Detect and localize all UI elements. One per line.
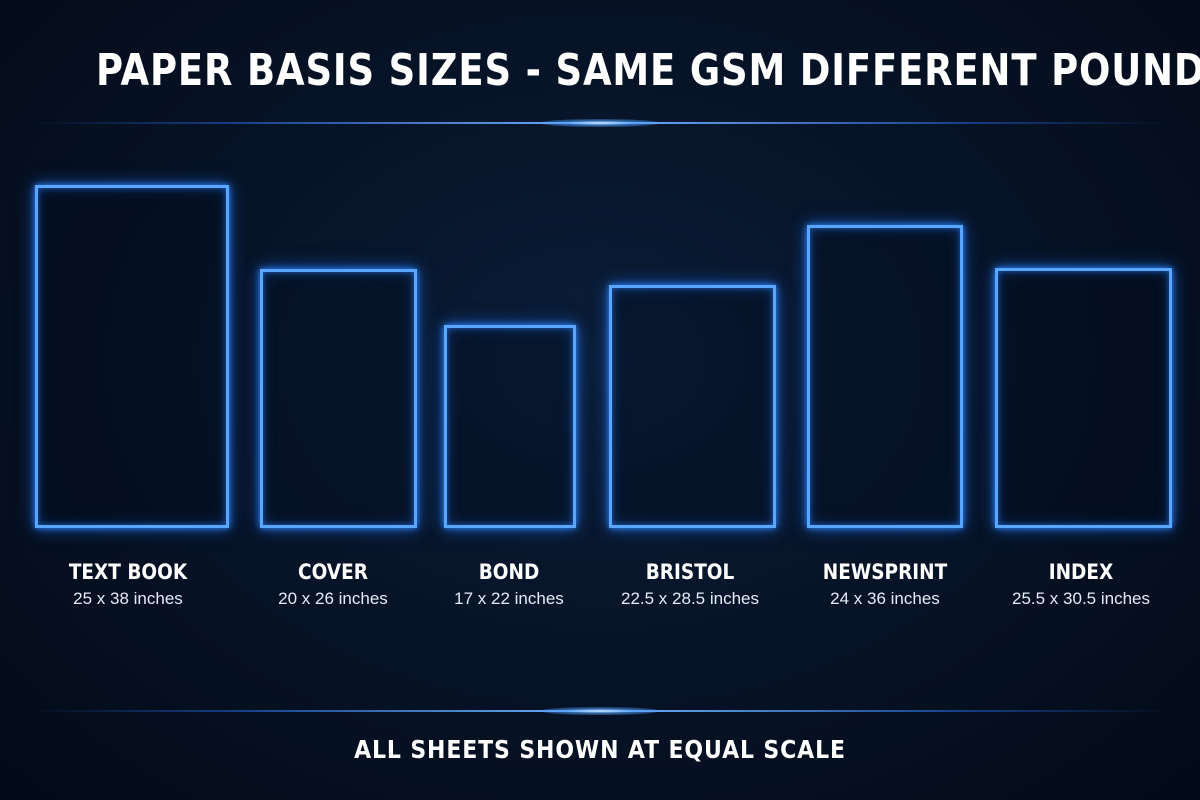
sheet-dimensions: 22.5 x 28.5 inches [621, 589, 759, 608]
sheet-name: NEWSPRINT [822, 560, 948, 584]
sheet-name: BOND [478, 560, 540, 584]
sheet-label-bristol: BRISTOL 22.5 x 28.5 inches [570, 558, 810, 612]
sheet-label-text-book: TEXT BOOK 25 x 38 inches [8, 558, 248, 612]
footer-caption: ALL SHEETS SHOWN AT EQUAL SCALE [354, 735, 846, 764]
sheet-cover [260, 269, 417, 528]
sheet-newsprint [807, 225, 963, 528]
bottom-divider [30, 707, 1170, 715]
diagram-title: PAPER BASIS SIZES - SAME GSM DIFFERENT P… [96, 45, 1200, 96]
divider-glow [540, 119, 660, 127]
sheet-label-cover: COVER 20 x 26 inches [213, 558, 453, 612]
sheet-dimensions: 25 x 38 inches [73, 589, 183, 608]
divider-glow [540, 707, 660, 715]
sheet-name: TEXT BOOK [68, 560, 188, 584]
sheet-dimensions: 25.5 x 30.5 inches [1012, 589, 1150, 608]
sheet-dimensions: 24 x 36 inches [830, 589, 940, 608]
sheet-name: BRISTOL [645, 560, 735, 584]
sheet-index [995, 268, 1172, 528]
sheet-name: COVER [298, 560, 368, 584]
sheet-label-newsprint: NEWSPRINT 24 x 36 inches [765, 558, 1005, 612]
sheet-dimensions: 20 x 26 inches [278, 589, 388, 608]
sheet-dimensions: 17 x 22 inches [454, 589, 564, 608]
sheet-bond [444, 325, 576, 528]
sheet-label-index: INDEX 25.5 x 30.5 inches [961, 558, 1200, 612]
sheet-label-bond: BOND 17 x 22 inches [389, 558, 629, 612]
sheet-bristol [609, 285, 776, 528]
top-divider [30, 119, 1170, 127]
sheet-name: INDEX [1048, 560, 1114, 584]
sheet-text-book [35, 185, 229, 528]
